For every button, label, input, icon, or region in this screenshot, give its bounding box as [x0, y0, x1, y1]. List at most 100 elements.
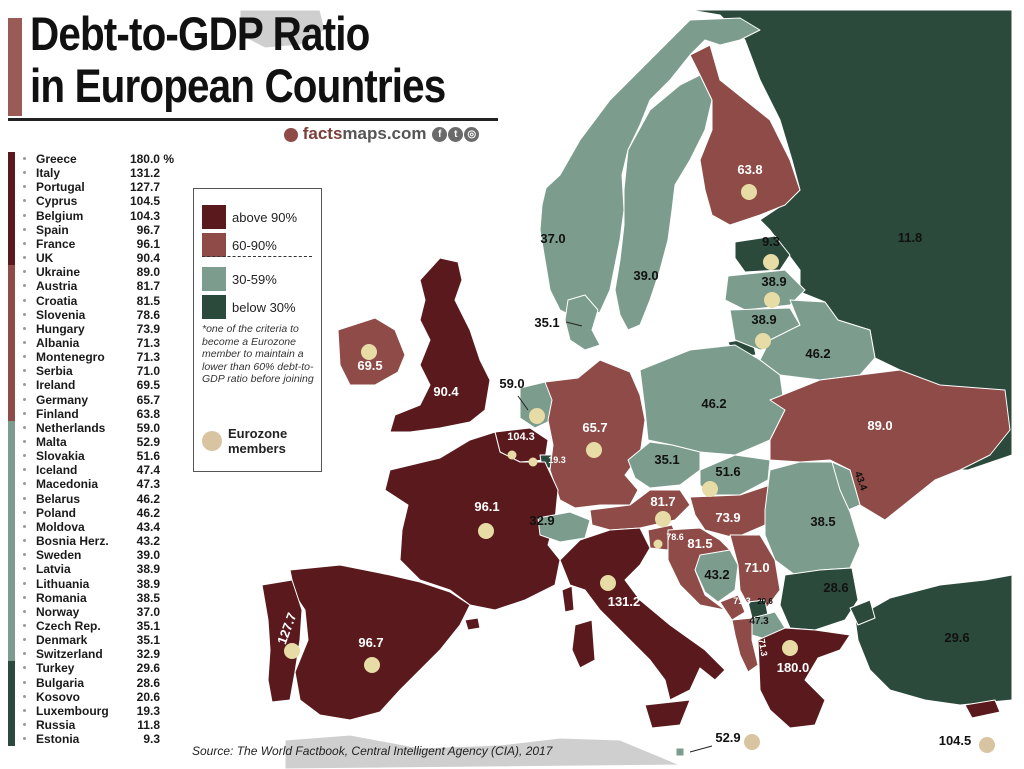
brand[interactable]: factsmaps.com f t ◎	[284, 124, 480, 144]
ranking-row: France 96.1	[14, 237, 174, 251]
bullet-icon	[23, 270, 26, 274]
bullet-icon	[23, 425, 26, 429]
ranking-row: Germany 65.7	[14, 393, 174, 407]
ranking-country: Sweden	[36, 548, 82, 563]
legend-eurozone-label: Eurozone members	[228, 426, 287, 456]
eurozone-dot-icon	[528, 457, 538, 467]
ranking-value: 32.9	[136, 647, 160, 662]
eurozone-dot-icon	[782, 640, 798, 656]
ranking-row: Belarus 46.2	[14, 492, 174, 506]
bullet-icon	[23, 298, 26, 302]
region-malta	[675, 747, 685, 757]
bullet-icon	[23, 524, 26, 528]
ranking-value: 127.7	[129, 180, 160, 195]
eurozone-dot-icon	[284, 643, 300, 659]
ranking-value: 38.9	[136, 576, 160, 591]
legend-label: 60-90%	[232, 238, 277, 253]
eurozone-dot-icon	[755, 333, 771, 349]
map-value-label: 19.3	[548, 455, 566, 465]
ranking-country: Luxembourg	[36, 703, 109, 718]
ranking-value: 89.0	[136, 265, 160, 280]
bullet-icon	[23, 694, 26, 698]
map-value-label: 35.1	[534, 315, 559, 330]
region-iceland	[239, 9, 326, 49]
ranking-country: Denmark	[36, 633, 88, 648]
region-balearics	[464, 617, 481, 631]
eurozone-dot-icon	[763, 254, 779, 270]
ranking-value: 20.6	[136, 689, 160, 704]
ranking-value: 69.5	[136, 378, 160, 393]
ranking-country: Switzerland	[36, 647, 103, 662]
ranking-row: Russia 11.8	[14, 718, 174, 732]
region-albania	[731, 617, 759, 673]
bullet-icon	[23, 723, 26, 726]
ranking-country: Croatia	[36, 293, 78, 308]
ranking-row: Finland 63.8	[14, 407, 174, 421]
region-finland	[689, 44, 801, 226]
bullet-icon	[23, 326, 26, 330]
map-value-label: 43.2	[704, 567, 729, 582]
legend-swatch	[202, 295, 226, 319]
ranking-row: Sweden 39.0	[14, 548, 174, 562]
bullet-icon	[23, 666, 26, 670]
ranking-country: Montenegro	[36, 350, 105, 365]
map-value-label: 32.9	[529, 513, 554, 528]
legend-item-below-30: below 30%	[202, 295, 320, 321]
map-value-label: 69.5	[357, 358, 382, 373]
ranking-value: 71.3	[136, 335, 160, 350]
ranking-value: 65.7	[136, 392, 160, 407]
title-line-1: Debt-to-GDP Ratio	[30, 7, 370, 60]
region-spain	[289, 564, 471, 721]
bullet-icon	[23, 312, 26, 316]
legend-label: above 90%	[232, 210, 298, 225]
ranking-row: Slovakia 51.6	[14, 449, 174, 463]
twitter-icon[interactable]: t	[448, 127, 464, 143]
map-value-label: 65.7	[582, 420, 607, 435]
region-north-africa	[284, 734, 681, 769]
ranking-value: 11.8	[137, 718, 160, 732]
map-value-label: 46.2	[805, 346, 830, 361]
facebook-icon[interactable]: f	[432, 127, 448, 143]
legend-divider	[202, 256, 312, 257]
bullet-icon	[23, 496, 26, 500]
ranking-country: Malta	[36, 435, 67, 449]
ranking-country: Turkey	[36, 661, 75, 676]
ranking-value: 96.1	[136, 236, 160, 251]
region-bosnia	[694, 549, 739, 603]
legend-swatch	[202, 205, 226, 229]
bullet-icon	[23, 171, 26, 175]
leader-line-netherlands	[517, 395, 529, 411]
map-value-label: 81.5	[687, 536, 712, 551]
ranking-country: Albania	[36, 335, 80, 350]
map-value-label: 38.9	[751, 312, 776, 327]
ranking-row: Croatia 81.5	[14, 294, 174, 308]
ranking-value: 96.7	[136, 222, 160, 237]
ranking-row: Malta 52.9	[14, 435, 174, 449]
bullet-icon	[23, 595, 26, 599]
ranking-category-bar	[8, 152, 15, 266]
ranking-country: Spain	[36, 222, 69, 237]
ranking-value: 9.3	[143, 732, 160, 747]
region-denmark	[564, 294, 601, 351]
region-ukraine	[769, 369, 1011, 521]
ranking-country: Germany	[36, 392, 89, 407]
map-value-label: 47.3	[749, 616, 769, 627]
ranking-category-bar	[8, 420, 15, 662]
ranking-country: Portugal	[36, 180, 85, 195]
legend-eurozone-line-2: members	[228, 441, 286, 456]
ranking-country: Macedonia	[36, 477, 99, 492]
map-value-label: 28.6	[823, 580, 848, 595]
ranking-value: 46.2	[136, 505, 160, 520]
bullet-icon	[23, 340, 26, 344]
ranking-value: 71.3	[136, 350, 160, 365]
ranking-row: Lithuania 38.9	[14, 577, 174, 591]
eurozone-dot-icon	[653, 539, 663, 549]
ranking-value: 28.6	[136, 675, 160, 690]
instagram-icon[interactable]: ◎	[464, 127, 480, 143]
bullet-icon	[23, 652, 26, 656]
bullet-icon	[23, 623, 26, 627]
ranking-value: 71.0	[136, 364, 160, 379]
map-value-label: 96.7	[358, 635, 383, 650]
ranking-country: Finland	[36, 406, 79, 421]
bullet-icon	[23, 213, 26, 217]
